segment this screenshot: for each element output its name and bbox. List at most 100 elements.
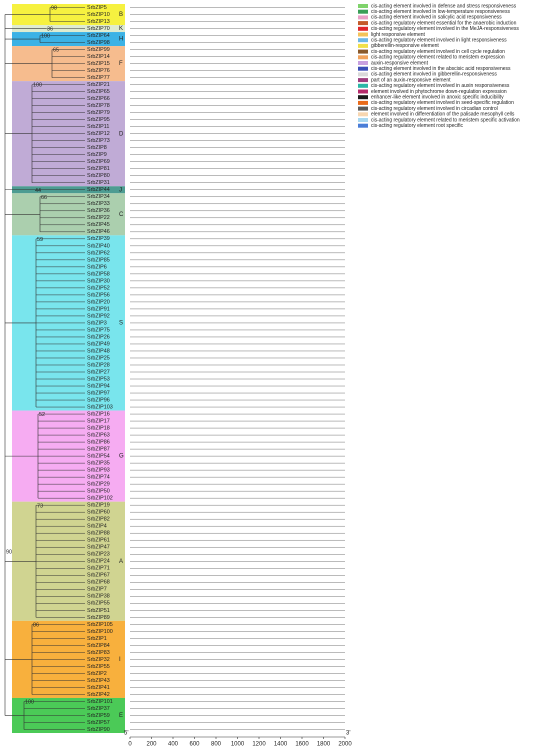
- legend-swatch: [358, 66, 368, 71]
- tick-label: 1000: [231, 742, 245, 748]
- legend-label: cis-acting regulatory element involved i…: [371, 49, 505, 55]
- gene-name: SrbZIP88: [87, 531, 110, 537]
- bootstrap: 44: [35, 188, 41, 194]
- gene-name: SrbZIP33: [87, 201, 110, 207]
- gene-name: SrbZIP54: [87, 454, 110, 460]
- legend-label: part of an auxin-responsive element: [371, 77, 451, 83]
- legend-swatch: [358, 95, 368, 100]
- legend-label: cis-acting regulatory element related to…: [371, 117, 520, 123]
- legend-label: cis-acting element involved in gibberell…: [371, 72, 497, 78]
- gene-name: SrbZIP43: [87, 678, 110, 684]
- gene-name: SrbZIP82: [87, 517, 110, 523]
- gene-name: SrbZIP77: [87, 75, 110, 81]
- group-label: D: [119, 131, 124, 137]
- gene-name: SrbZIP7: [87, 587, 107, 593]
- legend-swatch: [358, 9, 368, 14]
- gene-name: SrbZIP14: [87, 54, 110, 60]
- gene-name: SrbZIP18: [87, 426, 110, 432]
- legend-label: gibberellin-responsive element: [371, 43, 439, 49]
- gene-name: SrbZIP15: [87, 61, 110, 67]
- bootstrap: 100: [33, 83, 42, 89]
- bootstrap: 65: [53, 48, 59, 54]
- group-label: B: [119, 12, 123, 18]
- gene-name: SrbZIP26: [87, 334, 110, 340]
- gene-name: SrbZIP94: [87, 383, 110, 389]
- gene-name: SrbZIP24: [87, 559, 110, 565]
- gene-name: SrbZIP2: [87, 671, 107, 677]
- gene-name: SrbZIP75: [87, 327, 110, 333]
- tick-label: 1200: [252, 742, 266, 748]
- gene-name: SrbZIP44: [87, 187, 110, 193]
- gene-name: SrbZIP36: [87, 208, 110, 214]
- gene-name: SrbZIP65: [87, 89, 110, 95]
- legend-swatch: [358, 123, 368, 128]
- legend-label: cis-acting regulatory element involved i…: [371, 100, 514, 106]
- gene-name: SrbZIP57: [87, 720, 110, 726]
- gene-name: SrbZIP91: [87, 306, 110, 312]
- group-label: F: [119, 61, 123, 67]
- legend-swatch: [358, 89, 368, 94]
- legend-label: cis-acting regulatory element essential …: [371, 20, 517, 26]
- bootstrap: 73: [37, 503, 43, 509]
- gene-name: SrbZIP42: [87, 692, 110, 698]
- bootstrap: 66: [41, 195, 47, 201]
- tick-label: 2000: [338, 742, 352, 748]
- bootstrap: 52: [39, 412, 45, 418]
- tick-label: 400: [168, 742, 179, 748]
- gene-name: SrbZIP12: [87, 131, 110, 137]
- gene-name: SrbZIP53: [87, 376, 110, 382]
- gene-name: SrbZIP35: [87, 461, 110, 467]
- gene-name: SrbZIP28: [87, 362, 110, 368]
- gene-name: SrbZIP71: [87, 566, 110, 572]
- gene-name: SrbZIP83: [87, 650, 110, 656]
- gene-name: SrbZIP87: [87, 447, 110, 453]
- legend-swatch: [358, 78, 368, 83]
- gene-name: SrbZIP86: [87, 440, 110, 446]
- legend-swatch: [358, 106, 368, 111]
- gene-name: SrbZIP31: [87, 180, 110, 186]
- gene-name: SrbZIP84: [87, 643, 110, 649]
- legend-swatch: [358, 72, 368, 77]
- legend-swatch: [358, 15, 368, 20]
- legend-label: light responsive element: [371, 32, 426, 38]
- group-label: G: [119, 454, 124, 460]
- legend-label: cis-acting regulatory element involved i…: [371, 26, 519, 32]
- tick-label: 600: [189, 742, 200, 748]
- tick-label: 200: [146, 742, 157, 748]
- gene-name: SrbZIP5: [87, 5, 107, 11]
- gene-name: SrbZIP49: [87, 341, 110, 347]
- gene-name: SrbZIP60: [87, 510, 110, 516]
- gene-name: SrbZIP102: [87, 496, 113, 502]
- gene-name: SrbZIP93: [87, 468, 110, 474]
- gene-name: SrbZIP47: [87, 545, 110, 551]
- group-label: S: [119, 321, 123, 327]
- gene-name: SrbZIP56: [87, 292, 110, 298]
- gene-name: SrbZIP92: [87, 313, 110, 319]
- gene-name: SrbZIP51: [87, 608, 110, 614]
- gene-name: SrbZIP34: [87, 194, 110, 200]
- gene-name: SrbZIP17: [87, 418, 110, 424]
- gene-name: SrbZIP3: [87, 320, 107, 326]
- gene-name: SrbZIP8: [87, 145, 107, 151]
- gene-name: SrbZIP62: [87, 250, 110, 256]
- gene-name: SrbZIP29: [87, 482, 110, 488]
- tick-label: 1600: [295, 742, 309, 748]
- legend-label: cis-acting element involved in the absci…: [371, 66, 511, 72]
- gene-name: SrbZIP73: [87, 138, 110, 144]
- tick-label: 1400: [274, 742, 288, 748]
- tick-label: 1800: [317, 742, 331, 748]
- group-label: A: [119, 559, 123, 565]
- gene-name: SrbZIP64: [87, 33, 110, 39]
- gene-name: SrbZIP85: [87, 257, 110, 263]
- gene-name: SrbZIP101: [87, 699, 113, 705]
- group-label: I: [119, 657, 121, 663]
- gene-name: SrbZIP50: [87, 489, 110, 495]
- gene-name: SrbZIP96: [87, 397, 110, 403]
- gene-name: SrbZIP63: [87, 433, 110, 439]
- gene-name: SrbZIP55: [87, 664, 110, 670]
- legend-swatch: [358, 21, 368, 26]
- axis-end: 3': [346, 731, 350, 737]
- gene-name: SrbZIP48: [87, 348, 110, 354]
- gene-name: SrbZIP1: [87, 636, 107, 642]
